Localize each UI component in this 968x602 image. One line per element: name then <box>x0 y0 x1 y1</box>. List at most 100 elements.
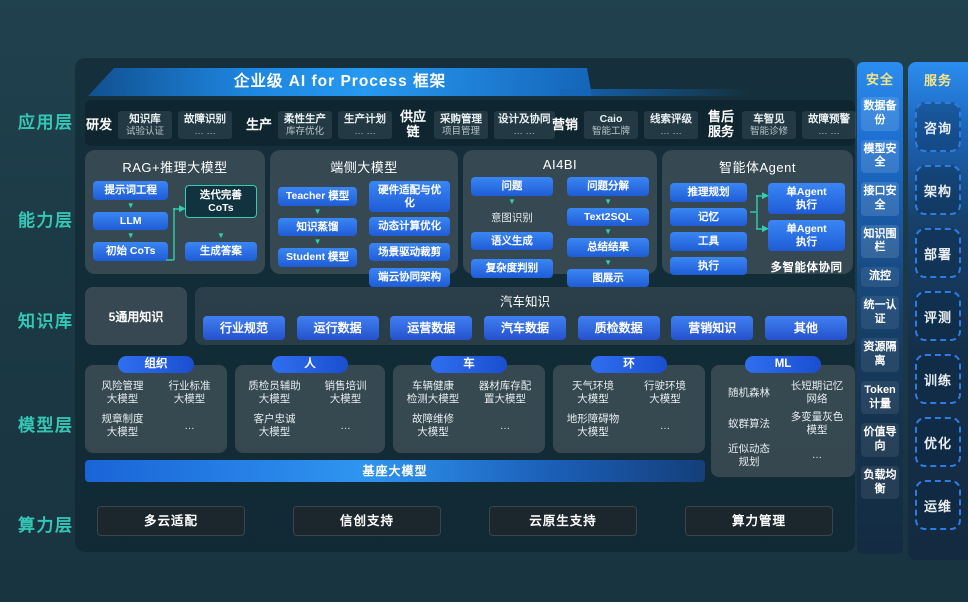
model-item: 故障维修 大模型 <box>412 413 454 439</box>
app-group-marketing: 营销 Caio 智能工牌 线索评级 … … <box>552 103 699 147</box>
service-box: 部署 <box>915 228 961 278</box>
capability-box-title: RAG+推理大模型 <box>122 160 228 175</box>
compute-button-xinchuang: 信创支持 <box>293 506 441 536</box>
ai4bi-step: 问题 <box>471 177 553 196</box>
app-pill: 故障识别 … … <box>178 110 233 140</box>
knowledge-domain-box: 汽车知识 行业规范 运行数据 运营数据 汽车数据 质检数据 营销知识 其他 <box>195 287 855 345</box>
app-group-supplychain: 供应链 采购管理 项目管理 设计及协同 … … <box>398 103 555 147</box>
edge-item: 硬件适配与优 化 <box>369 181 450 213</box>
knowledge-domain-title: 汽车知识 <box>499 295 550 309</box>
ai4bi-step: 图展示 <box>567 268 649 288</box>
agent-component: 执行 <box>670 256 747 276</box>
rag-step: 提示词工程 <box>93 181 169 200</box>
knowledge-pill: 行业规范 <box>203 316 285 340</box>
app-pill: 采购管理 项目管理 <box>434 110 488 140</box>
app-group-name: 生产 <box>246 116 273 132</box>
knowledge-pill: 汽车数据 <box>483 316 566 340</box>
layer-label-compute: 算力层 <box>18 516 74 535</box>
layer-label-model: 模型层 <box>18 416 74 435</box>
security-item: 统一认证 <box>861 295 899 330</box>
edge-step: Student 模型 <box>278 248 358 267</box>
ai4bi-step: 总结结果 <box>567 238 649 257</box>
app-group-name: 供应链 <box>399 109 426 139</box>
model-item: … <box>811 449 823 462</box>
edge-item: 场景驱动裁剪 <box>369 242 450 262</box>
capability-box-agent: 智能体Agent 推理规划 记忆 工具 执行 单Agent 执行 单Agent … <box>662 150 853 276</box>
model-group-tag: 环 <box>591 356 667 373</box>
app-pill: 线索评级 … … <box>644 110 699 140</box>
capability-box-title: 端侧大模型 <box>330 160 398 175</box>
app-pill: 生产计划 … … <box>338 110 393 140</box>
agent-exec-box: 单Agent 执行 <box>768 220 845 252</box>
app-pill: 柔性生产 库存优化 <box>278 110 333 140</box>
ai4bi-step: Text2SQL <box>567 207 649 227</box>
model-item: 风险管理 大模型 <box>101 380 144 406</box>
arrow-down-icon: ▼ <box>507 196 516 206</box>
layer-label-app: 应用层 <box>18 113 74 132</box>
model-item: 天气环境 大模型 <box>572 380 614 406</box>
connector-line <box>756 195 758 229</box>
agent-component: 推理规划 <box>670 183 747 202</box>
model-item: 行驶环境 大模型 <box>644 380 686 406</box>
arrow-down-icon: ▼ <box>604 196 613 206</box>
banner-tail-ribbon <box>560 89 750 96</box>
agent-exec-box: 单Agent 执行 <box>768 183 845 215</box>
arrow-down-icon: ▼ <box>126 200 135 210</box>
connector-line <box>756 228 762 230</box>
services-title: 服务 <box>923 73 952 88</box>
security-item: 资源隔离 <box>861 338 899 372</box>
security-item: Token计量 <box>861 380 899 415</box>
app-pill: 知识库 试验认证 <box>118 110 173 140</box>
app-pill: Caio 智能工牌 <box>584 110 639 140</box>
model-group-tag: ML <box>745 356 821 373</box>
knowledge-pill: 其他 <box>764 316 847 340</box>
page-title: 企业级 AI for Process 框架 <box>233 73 447 90</box>
app-group-production: 生产 柔性生产 库存优化 生产计划 … … <box>246 103 393 147</box>
model-item: 蚁群算法 <box>728 417 770 430</box>
knowledge-pill: 营销知识 <box>671 316 754 340</box>
model-item: 随机森林 <box>728 386 770 399</box>
model-group-organization: 组织 风险管理 大模型 行业标准 大模型 规章制度 大模型 … <box>85 356 227 453</box>
model-item: 多变量灰色 模型 <box>790 411 844 437</box>
edge-item: 动态计算优化 <box>369 217 450 236</box>
app-pill: 设计及协同 … … <box>494 110 555 140</box>
model-item: 近似动态 规划 <box>728 442 770 468</box>
model-group-vehicle: 车 车辆健康 检测大模型 器材库存配 置大模型 故障维修 大模型 … <box>393 356 545 453</box>
ai4bi-step: 语义生成 <box>471 231 553 251</box>
app-group-name: 售后服务 <box>707 109 734 139</box>
model-group-people: 人 质检员辅助 大模型 销售培训 大模型 客户忠诚 大模型 … <box>235 356 385 453</box>
arrow-down-icon: ▼ <box>604 257 613 267</box>
ai4bi-step: 意图识别 <box>490 211 533 224</box>
model-item: 长短期记忆 网络 <box>790 380 844 406</box>
arrow-down-icon: ▼ <box>313 206 322 216</box>
security-item: 知识围栏 <box>861 224 899 258</box>
model-item: 器材库存配 置大模型 <box>478 380 532 406</box>
foundation-model-banner: 基座大模型 <box>85 460 705 482</box>
model-group-environment: 环 天气环境 大模型 行驶环境 大模型 地形障碍物 大模型 … <box>553 356 705 453</box>
security-item: 数据备份 <box>861 97 899 131</box>
model-item: … <box>184 419 195 432</box>
model-item: 车辆健康 检测大模型 <box>406 380 460 406</box>
capability-box-edge: 端侧大模型 Teacher 模型 ▼ 知识蒸馏 ▼ Student 模型 硬件适… <box>270 150 458 287</box>
model-item: 销售培训 大模型 <box>324 380 367 406</box>
security-item: 价值导向 <box>861 423 899 457</box>
model-item: 规章制度 大模型 <box>101 413 144 439</box>
security-rail: 安全 数据备份 模型安全 接口安全 知识围栏 流控 统一认证 资源隔离 Toke… <box>857 62 903 554</box>
rag-step: 迭代完善 CoTs <box>184 185 257 219</box>
ai4bi-step: 复杂度判别 <box>471 259 553 278</box>
service-box: 运维 <box>915 480 961 530</box>
connector-line <box>750 211 756 213</box>
agent-component: 工具 <box>670 232 747 251</box>
service-box: 咨询 <box>915 102 961 152</box>
arrow-down-icon: ▼ <box>216 231 225 241</box>
compute-button-management: 算力管理 <box>685 506 833 536</box>
model-group-tag: 组织 <box>118 356 194 373</box>
rag-step: 生成答案 <box>184 242 257 261</box>
app-group-name: 研发 <box>86 116 113 132</box>
model-item: 行业标准 大模型 <box>168 380 211 406</box>
arrow-down-icon: ▼ <box>126 231 135 241</box>
model-item: … <box>499 419 511 432</box>
agent-component: 记忆 <box>670 207 747 227</box>
capability-box-rag: RAG+推理大模型 提示词工程 ▼ LLM ▼ 初始 CoTs 迭代完善 CoT… <box>85 150 265 274</box>
